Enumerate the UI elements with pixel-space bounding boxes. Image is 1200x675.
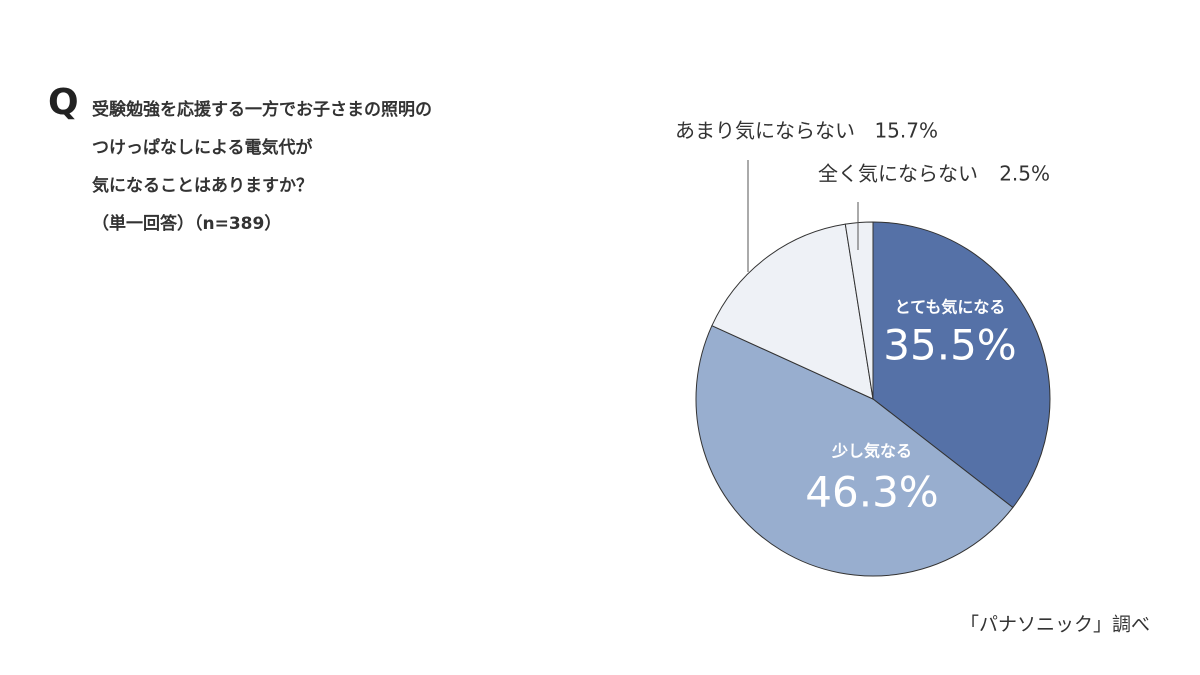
question-line: つけっぱなしによる電気代が bbox=[92, 137, 313, 158]
slice-name: 少し気なる bbox=[831, 442, 912, 461]
question-line: 受験勉強を応援する一方でお子さまの照明の bbox=[92, 99, 432, 120]
slice-name: とても気になる bbox=[895, 298, 1006, 317]
source: 「パナソニック」調べ bbox=[960, 614, 1150, 636]
pie-slice bbox=[844, 221, 874, 400]
value-label: 46.3% bbox=[805, 468, 938, 517]
slice-name: あまり気にならない bbox=[675, 119, 855, 143]
value-label: 15.7% bbox=[874, 119, 938, 143]
pie-slice bbox=[695, 324, 1014, 577]
value-label: 35.5% bbox=[883, 321, 1016, 370]
value-label: 2.5% bbox=[999, 162, 1050, 186]
pie-slice bbox=[872, 221, 1051, 509]
question-line: 気になることはありますか？ bbox=[91, 175, 313, 196]
question-mark: Q bbox=[48, 82, 79, 123]
pie-slice bbox=[711, 223, 874, 400]
question-line: （単一回答）（n=389） bbox=[92, 213, 281, 234]
slice-name: 全く気にならない bbox=[818, 162, 978, 186]
